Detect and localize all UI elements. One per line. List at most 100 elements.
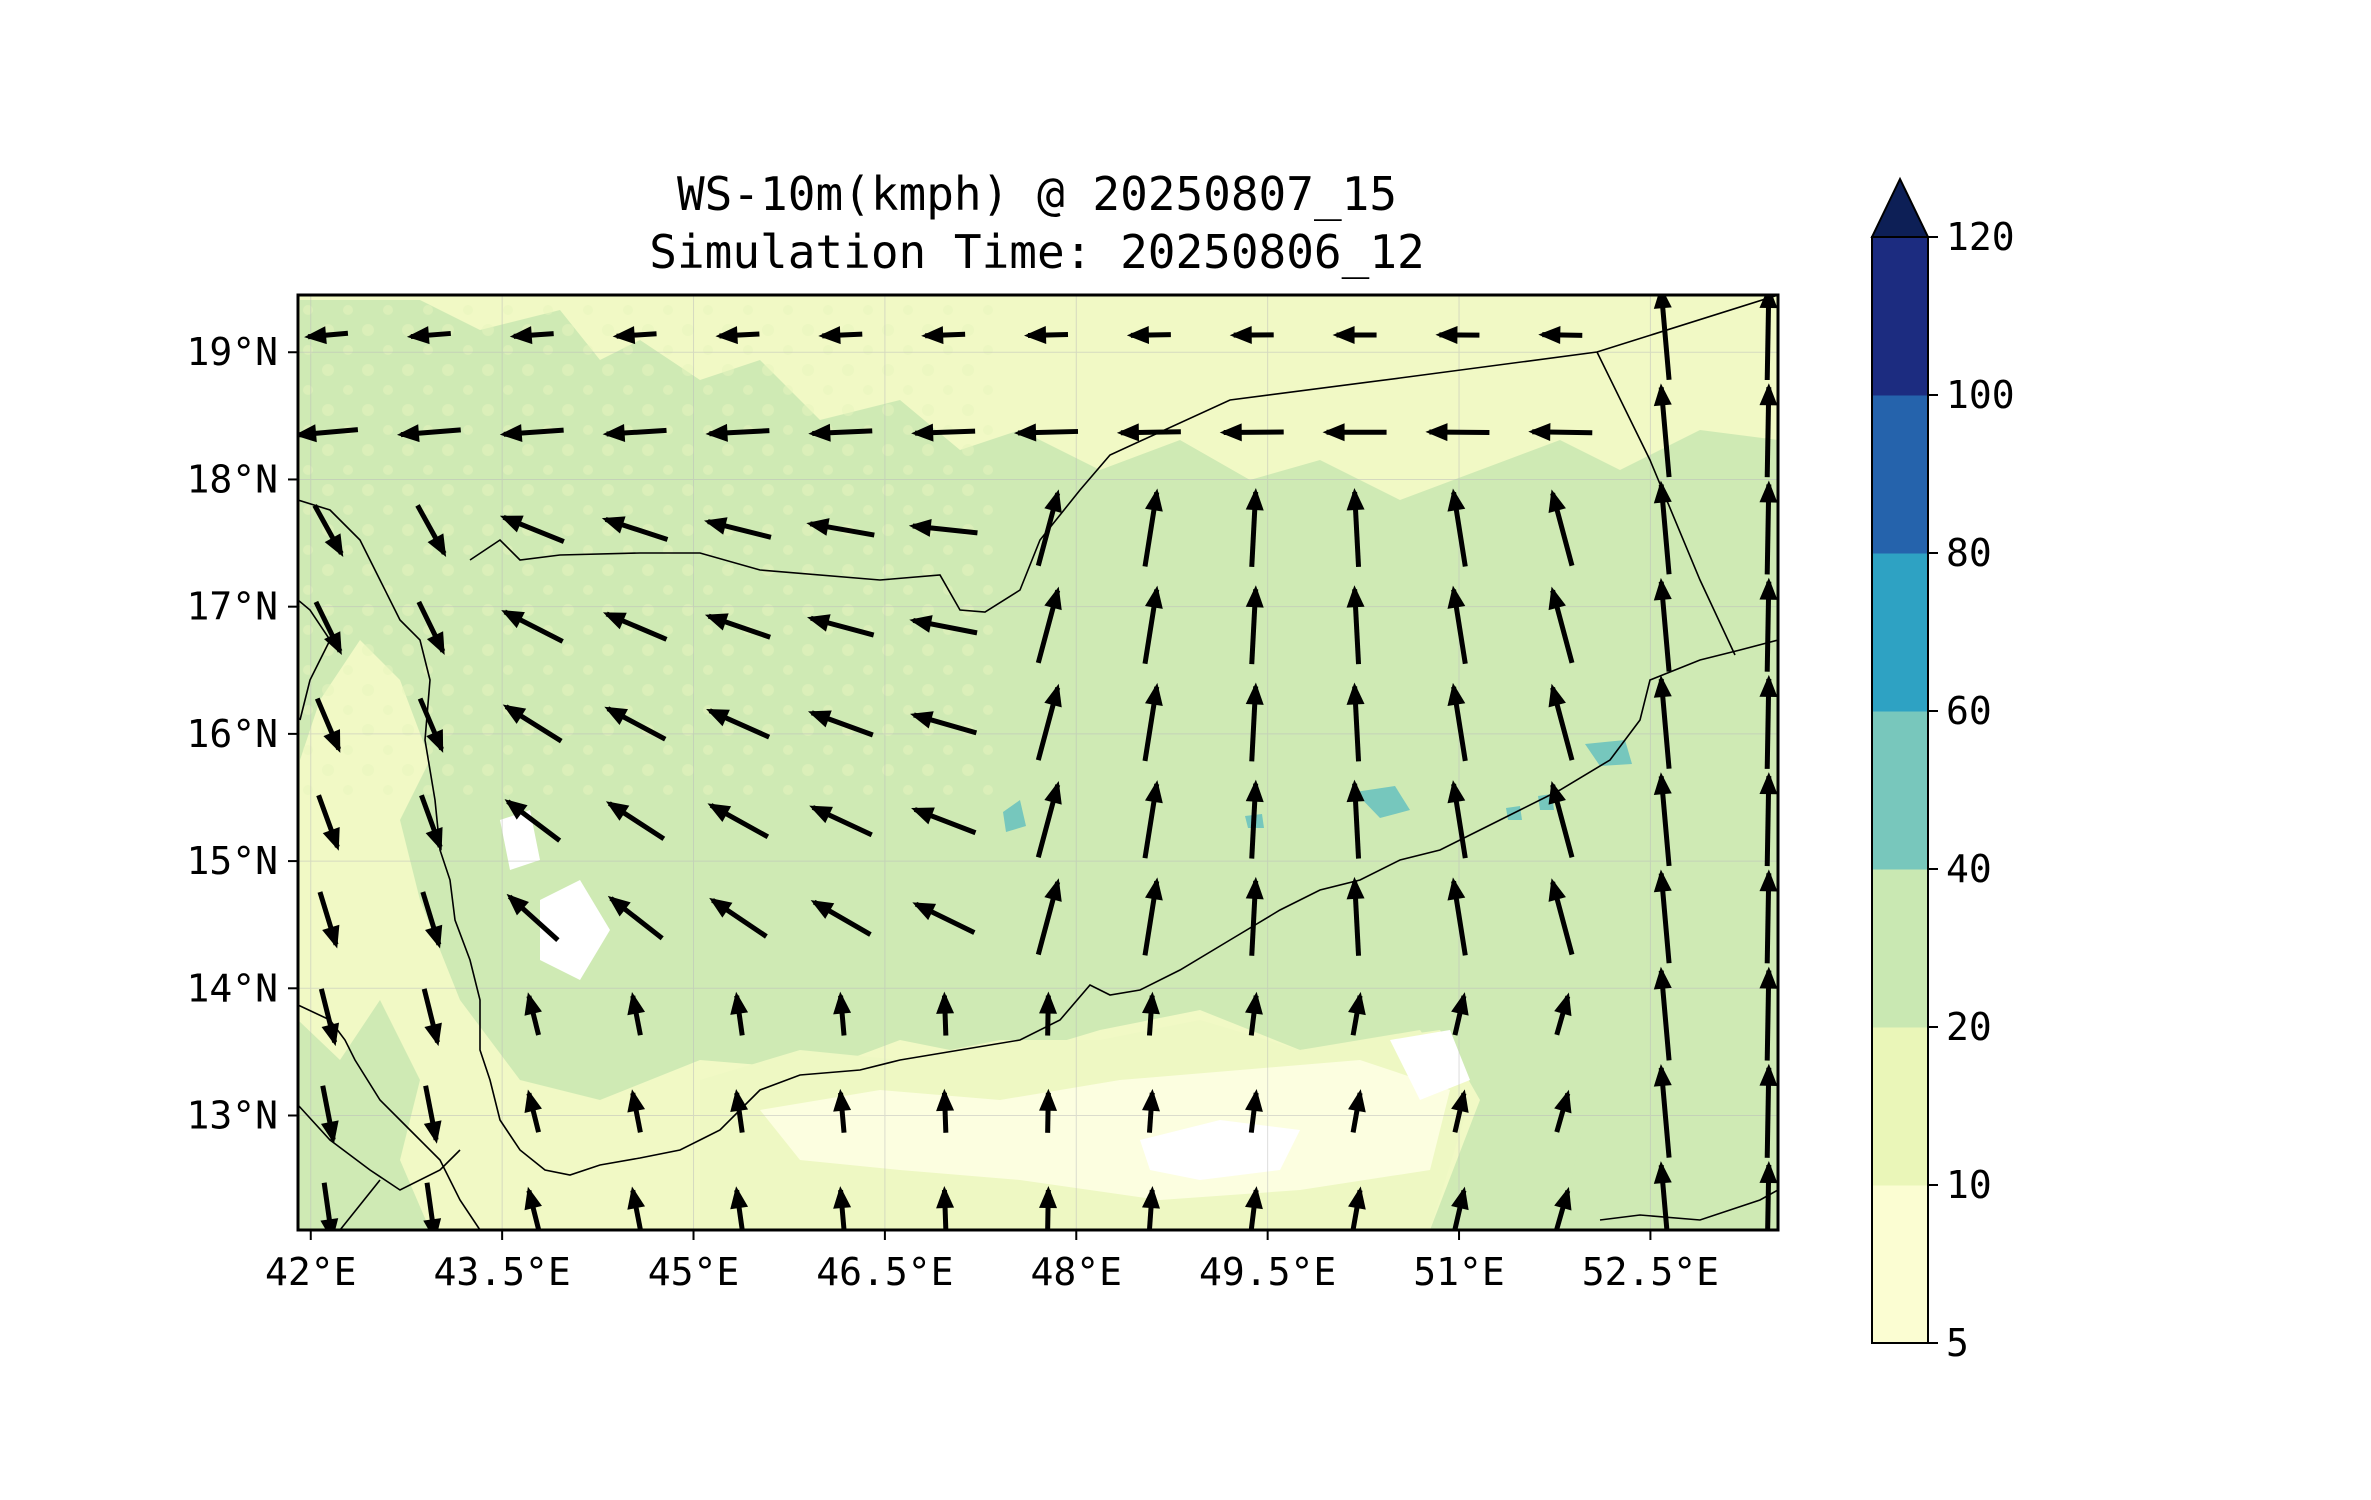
colorbar-tick-label: 80 [1946,531,1992,575]
colorbar-segment [1872,395,1928,554]
wind-arrow [730,1089,749,1133]
wind-arrow [1346,876,1365,956]
calm-zone-white-4 [500,810,540,870]
wind-arrow [506,893,560,942]
wind-arrow [627,991,646,1036]
wind-arrow [1759,480,1778,575]
wind-arrow [911,423,976,442]
borders [298,295,1778,1230]
wind-arrow [1116,423,1181,442]
wind-arrow [705,423,770,442]
colorbar-segment [1872,711,1928,870]
colorbar-segment [1872,237,1928,396]
wind-arrow [1653,383,1672,478]
wind-arrow [936,1186,955,1230]
colorbar-extend-triangle [1870,176,1930,238]
wind-arrow [314,697,342,753]
wind-arrow [316,794,340,851]
wind-arrow [313,600,343,655]
wind-arrow [1447,682,1468,762]
x-tick-label: 48°E [1031,1250,1123,1294]
y-tick-label: 16°N [186,712,278,756]
wind-arrow [1447,780,1468,859]
wind-arrow [1548,781,1575,858]
x-axis: 42°E 43.5°E 45°E 46.5°E 48°E 49.5°E 51°E 52.5°E [265,1230,1719,1294]
wind-arrow [524,1186,542,1230]
wind-arrow [1039,1186,1058,1230]
wind-arrow [1759,1161,1778,1230]
y-tick-label: 19°N [186,330,278,374]
wind-arrow [415,504,447,557]
wind-arrow [1245,1186,1263,1230]
wind-arrow [1245,488,1264,568]
wind-arrow [807,614,875,638]
wind-arrow [423,1182,442,1230]
wind-arrow [1653,772,1672,867]
wind-arrow [605,801,666,841]
wind-arrow [1346,682,1365,762]
wind-arrow [1142,1088,1160,1133]
wind-arrow [1035,683,1062,761]
wind-arrow [504,799,562,843]
wind-arrow [1759,869,1778,964]
x-tick-label: 45°E [648,1250,740,1294]
y-tick-label: 18°N [186,457,278,501]
wind-arrow [604,706,667,742]
wind-arrow [298,424,359,443]
coastline-eritrea [298,599,331,721]
title-line-1: WS-10m(kmph) @ 20250807_15 [677,167,1397,221]
colorbar-tick-label: 100 [1946,373,2015,417]
patch-40-60-c [1003,800,1026,832]
wind-arrow [1759,772,1778,867]
x-tick-label: 46.5°E [816,1250,953,1294]
calm-zone-white-3 [540,880,610,980]
wind-arrow [416,600,446,655]
x-tick-label: 51°E [1413,1250,1505,1294]
wind-arrow [1142,488,1163,567]
colorbar-tick-label: 20 [1946,1005,1992,1049]
wind-arrow [908,518,978,537]
y-tick-label: 13°N [186,1094,278,1138]
wind-arrow [509,326,554,345]
wind-arrow [1548,683,1575,761]
wind-arrow [1653,869,1672,964]
wind-arrow [709,897,768,939]
border-oman-yemen [1596,351,1736,656]
border-eritrea-ethiopia [298,1104,461,1191]
speed-band-20-40-east [1560,560,1778,1230]
wind-arrow [1554,992,1572,1036]
wind-arrow [1348,1186,1366,1230]
wind-arrow [911,807,977,836]
wind-arrow [1451,1186,1469,1230]
wind-arrow [1039,1088,1058,1133]
wind-arrow [704,613,771,640]
wind-arrow [730,1186,749,1230]
wind-arrow [1447,585,1468,665]
colorbar-segment [1872,1027,1928,1186]
wind-arrow [601,516,669,542]
wind-arrow [524,1089,542,1133]
wind-arrow [602,611,668,642]
colorbar-segment [1872,1185,1928,1344]
wind-arrow [1528,423,1593,442]
wind-arrow [1447,877,1468,956]
wind-arrow [1142,1186,1160,1230]
wind-arrow [1435,325,1480,344]
wind-arrow [1538,325,1583,344]
wind-arrow [1245,585,1264,665]
wind-arrow [501,609,564,644]
wind-arrow [318,988,340,1047]
wind-arrow [921,326,966,345]
wind-arrow [1346,779,1365,859]
colorbar-tick-label: 40 [1946,847,1992,891]
wind-arrow [1035,586,1062,664]
wind-arrow [304,326,349,345]
wind-arrow [1451,992,1469,1036]
border-saudi-yemen [469,295,1778,613]
coastline-red-sea [298,499,1778,1176]
wind-arrow [396,424,461,443]
wind-arrow [320,1085,339,1144]
wind-arrow [1245,876,1264,956]
x-tick-label: 52.5°E [1582,1250,1719,1294]
y-tick-label: 15°N [186,839,278,883]
